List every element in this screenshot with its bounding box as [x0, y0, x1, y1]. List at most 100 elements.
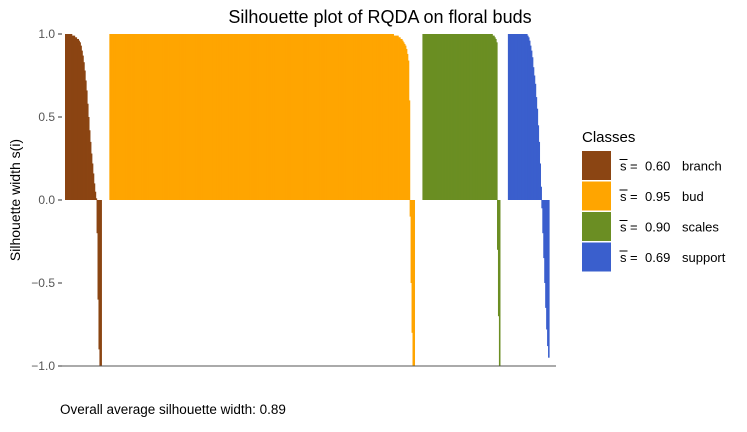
silhouette-bar-bud	[189, 34, 192, 200]
silhouette-bar-support	[509, 34, 512, 200]
silhouette-bar-bud	[246, 34, 248, 200]
silhouette-bar-scales	[489, 34, 491, 200]
silhouette-bar-bud	[369, 34, 372, 200]
silhouette-bar-branch	[80, 45, 82, 201]
silhouette-bar-bud	[165, 34, 168, 200]
silhouette-bar-bud	[290, 34, 292, 200]
silhouette-bar-bud	[349, 34, 351, 200]
silhouette-bar-bud	[370, 34, 372, 200]
legend-equals: =	[630, 220, 638, 235]
silhouette-bar-bud	[179, 34, 181, 200]
silhouette-bar-branch	[99, 200, 101, 366]
silhouette-bar-scales	[488, 34, 490, 200]
silhouette-bar-bud	[379, 34, 382, 200]
y-tick-label: 0.0	[38, 193, 55, 207]
silhouette-bar-scales	[453, 34, 456, 200]
silhouette-bar-bud	[354, 34, 356, 200]
silhouette-bar-bud	[413, 200, 416, 366]
silhouette-bar-bud	[119, 34, 122, 200]
silhouette-bar-branch	[83, 62, 85, 200]
silhouette-bar-bud	[172, 34, 175, 200]
silhouette-bar-scales	[429, 34, 431, 200]
silhouette-bar-bud	[114, 34, 116, 200]
silhouette-bar-bud	[149, 34, 152, 200]
silhouette-bar-branch	[86, 103, 89, 200]
silhouette-bar-bud	[227, 34, 230, 200]
silhouette-bar-bud	[286, 34, 288, 200]
silhouette-bar-bud	[366, 34, 369, 200]
silhouette-bar-support	[547, 200, 549, 347]
silhouette-bar-bud	[322, 34, 325, 200]
silhouette-bar-bud	[316, 34, 319, 200]
silhouette-bar-bud	[161, 34, 164, 200]
silhouette-bar-bud	[319, 34, 322, 200]
silhouette-bar-bud	[303, 34, 306, 200]
silhouette-bar-bud	[231, 34, 234, 200]
silhouette-bar-bud	[386, 34, 389, 200]
silhouette-bar-support	[519, 34, 521, 200]
silhouette-bar-bud	[344, 34, 347, 200]
silhouette-bar-bud	[148, 34, 151, 200]
silhouette-bar-bud	[110, 34, 112, 200]
silhouette-bar-bud	[389, 34, 392, 200]
silhouette-bar-bud	[291, 34, 293, 200]
silhouette-bar-bud	[412, 200, 415, 366]
silhouette-bar-bud	[169, 34, 172, 200]
silhouette-bar-bud	[268, 34, 270, 200]
silhouette-bar-branch	[69, 34, 72, 200]
silhouette-bar-bud	[384, 34, 387, 200]
silhouette-bar-bud	[337, 34, 340, 200]
silhouette-bar-bud	[409, 200, 412, 217]
legend-swatch-support	[582, 242, 611, 272]
silhouette-bar-branch	[97, 200, 100, 300]
silhouette-bar-branch	[89, 141, 92, 200]
silhouette-bar-bud	[306, 34, 308, 200]
silhouette-bar-branch	[65, 34, 68, 200]
silhouette-bar-bud	[167, 34, 170, 200]
silhouette-bar-support	[507, 34, 510, 200]
silhouette-bar-scales	[438, 34, 441, 200]
silhouette-bar-bud	[371, 34, 373, 200]
silhouette-bar-scales	[443, 34, 446, 200]
silhouette-bar-bud	[152, 34, 154, 200]
silhouette-bar-bud	[137, 34, 139, 200]
silhouette-bar-bud	[170, 34, 173, 200]
silhouette-bar-bud	[270, 34, 273, 200]
silhouette-bar-bud	[116, 34, 119, 200]
silhouette-bar-bud	[342, 34, 345, 200]
legend-equals: =	[630, 159, 638, 174]
y-tick-label: 0.5	[38, 110, 55, 124]
silhouette-bar-bud	[334, 34, 336, 200]
silhouette-bar-support	[532, 67, 535, 200]
silhouette-bar-support	[529, 45, 532, 201]
silhouette-bar-bud	[325, 34, 328, 200]
silhouette-bar-scales	[474, 34, 476, 200]
silhouette-bar-bud	[215, 34, 218, 200]
silhouette-bar-branch	[84, 70, 86, 201]
silhouette-bar-bud	[359, 34, 362, 200]
silhouette-bar-bud	[261, 34, 263, 200]
silhouette-bar-bud	[237, 34, 240, 200]
silhouette-bar-bud	[199, 34, 201, 200]
silhouette-bar-bud	[292, 34, 294, 200]
legend-equals: =	[630, 250, 638, 265]
silhouette-bar-bud	[313, 34, 315, 200]
silhouette-bar-scales	[497, 200, 500, 317]
legend-mean-symbol: s	[620, 250, 627, 265]
silhouette-bar-bud	[244, 34, 246, 200]
silhouette-bar-bud	[339, 34, 342, 200]
silhouette-bar-scales	[497, 200, 499, 250]
silhouette-bar-bud	[195, 34, 197, 200]
silhouette-bar-bud	[150, 34, 153, 200]
silhouette-bar-scales	[494, 37, 496, 200]
silhouette-bar-bud	[259, 34, 262, 200]
silhouette-bar-branch	[66, 34, 69, 200]
silhouette-bar-support	[528, 40, 531, 200]
silhouette-bar-bud	[125, 34, 128, 200]
silhouette-bar-bud	[236, 34, 239, 200]
silhouette-bar-bud	[196, 34, 198, 200]
silhouette-bar-bud	[336, 34, 339, 200]
silhouette-bar-bud	[155, 34, 157, 200]
silhouette-bar-scales	[492, 35, 494, 200]
